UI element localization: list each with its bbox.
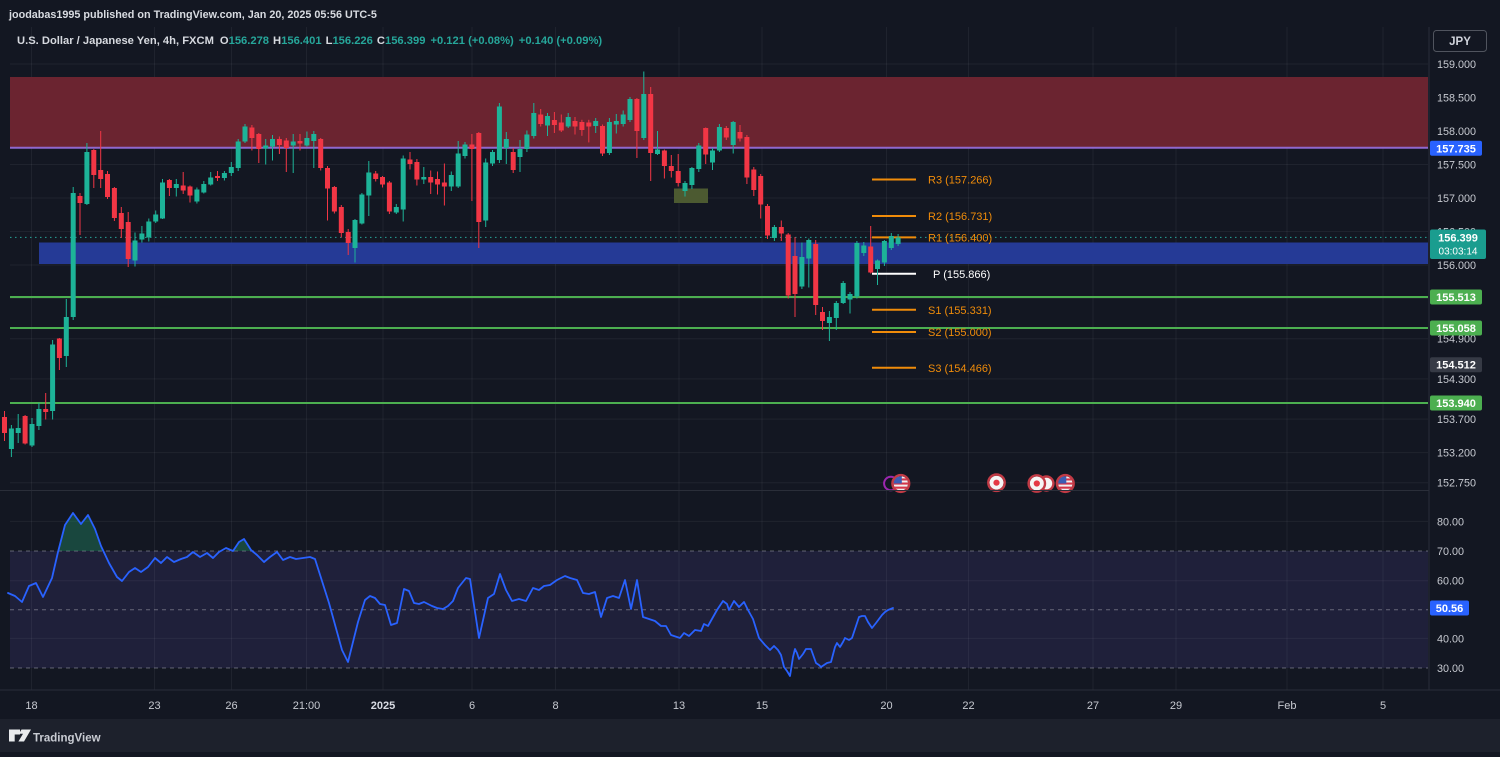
svg-text:152.750: 152.750 xyxy=(1437,478,1476,490)
svg-text:S1 (155.331): S1 (155.331) xyxy=(928,305,992,317)
svg-text:155.058: 155.058 xyxy=(1436,323,1476,335)
svg-text:153.200: 153.200 xyxy=(1437,448,1476,460)
svg-text:157.735: 157.735 xyxy=(1436,143,1476,155)
svg-text:S3 (154.466): S3 (154.466) xyxy=(928,363,992,375)
svg-text:50.56: 50.56 xyxy=(1436,603,1464,615)
svg-text:U.S. Dollar / Japanese Yen, 4h: U.S. Dollar / Japanese Yen, 4h, FXCM O156… xyxy=(17,35,602,47)
svg-text:154.512: 154.512 xyxy=(1436,360,1476,372)
svg-text:159.000: 159.000 xyxy=(1437,59,1476,71)
svg-text:6: 6 xyxy=(469,700,475,712)
svg-text:154.300: 154.300 xyxy=(1437,374,1476,386)
svg-text:23: 23 xyxy=(148,700,160,712)
svg-text:156.399: 156.399 xyxy=(1438,233,1478,245)
svg-text:P (155.866): P (155.866) xyxy=(933,269,990,281)
svg-text:40.00: 40.00 xyxy=(1437,633,1464,645)
svg-text:153.940: 153.940 xyxy=(1436,398,1476,410)
svg-text:70.00: 70.00 xyxy=(1437,546,1464,558)
svg-text:26: 26 xyxy=(225,700,237,712)
svg-text:29: 29 xyxy=(1170,700,1182,712)
svg-text:8: 8 xyxy=(552,700,558,712)
svg-text:157.000: 157.000 xyxy=(1437,193,1476,205)
svg-text:27: 27 xyxy=(1087,700,1099,712)
svg-text:Feb: Feb xyxy=(1278,700,1297,712)
svg-text:155.513: 155.513 xyxy=(1436,292,1476,304)
svg-text:R3 (157.266): R3 (157.266) xyxy=(928,175,992,187)
svg-text:13: 13 xyxy=(673,700,685,712)
svg-text:30.00: 30.00 xyxy=(1437,663,1464,675)
svg-text:S2 (155.000): S2 (155.000) xyxy=(928,327,992,339)
svg-text:22: 22 xyxy=(962,700,974,712)
svg-text:158.000: 158.000 xyxy=(1437,126,1476,138)
svg-text:5: 5 xyxy=(1380,700,1386,712)
svg-text:2025: 2025 xyxy=(371,700,395,712)
svg-text:157.500: 157.500 xyxy=(1437,160,1476,172)
svg-text:20: 20 xyxy=(880,700,892,712)
svg-text:154.900: 154.900 xyxy=(1437,334,1476,346)
svg-text:TradingView: TradingView xyxy=(33,733,101,745)
svg-text:80.00: 80.00 xyxy=(1437,516,1464,528)
svg-text:156.000: 156.000 xyxy=(1437,260,1476,272)
svg-text:21:00: 21:00 xyxy=(293,700,321,712)
svg-text:60.00: 60.00 xyxy=(1437,576,1464,588)
svg-text:R1 (156.400): R1 (156.400) xyxy=(928,232,992,244)
svg-text:158.500: 158.500 xyxy=(1437,93,1476,105)
svg-text:03:03:14: 03:03:14 xyxy=(1439,247,1478,258)
svg-text:15: 15 xyxy=(756,700,768,712)
svg-text:JPY: JPY xyxy=(1449,36,1471,48)
svg-text:18: 18 xyxy=(25,700,37,712)
svg-text:153.700: 153.700 xyxy=(1437,414,1476,426)
svg-text:joodabas1995 published on Trad: joodabas1995 published on TradingView.co… xyxy=(8,9,377,21)
svg-text:R2 (156.731): R2 (156.731) xyxy=(928,211,992,223)
